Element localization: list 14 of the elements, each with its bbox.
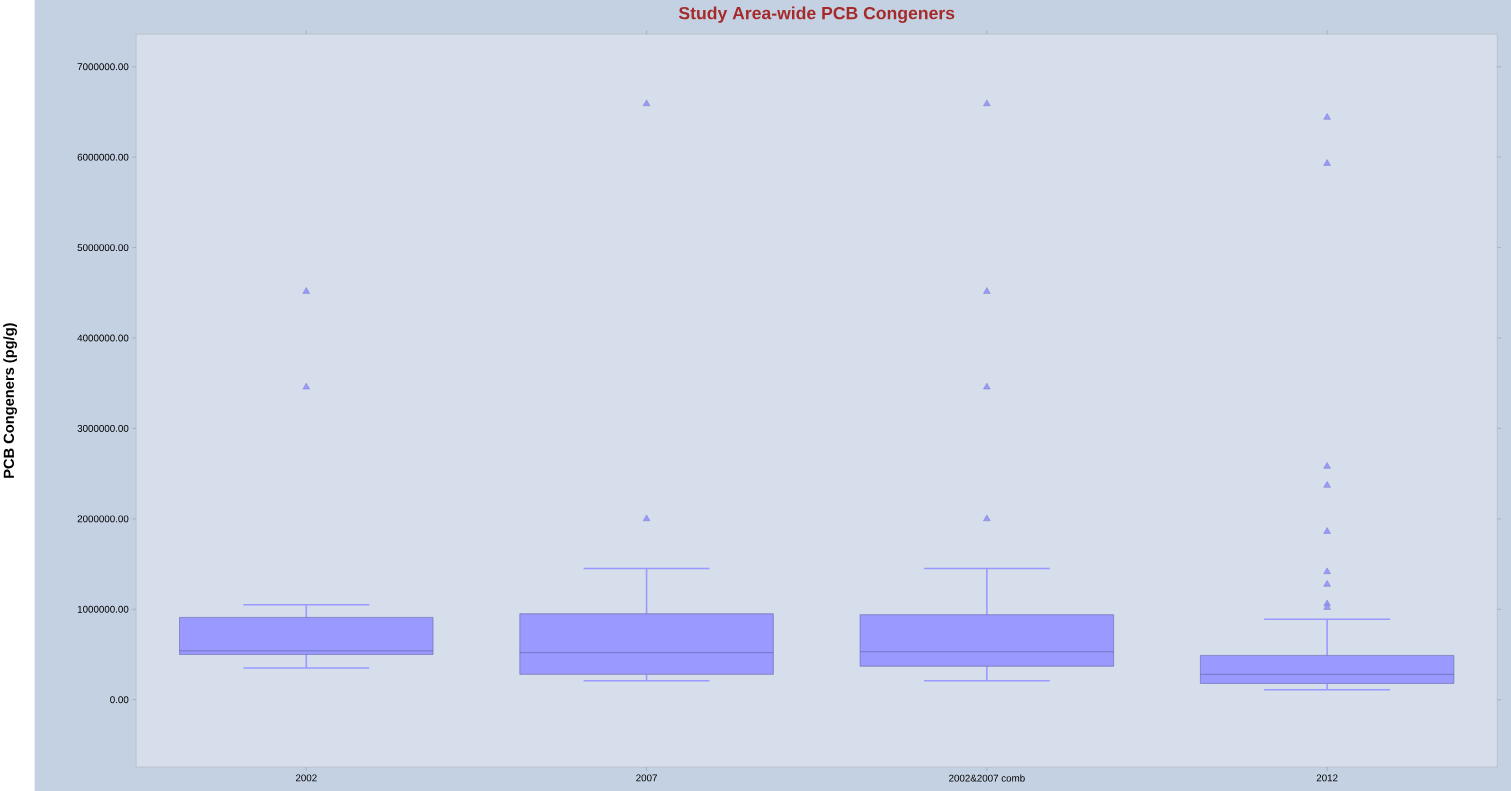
y-tick-label: 7000000.00: [77, 63, 129, 70]
y-tick-label: 0.00: [110, 696, 129, 703]
y-tick-label: 5000000.00: [77, 243, 129, 251]
chart-title: Study Area-wide PCB Congeners: [678, 6, 955, 23]
x-tick-label: 2007: [636, 774, 657, 782]
x-tick-label: 2012: [1316, 774, 1338, 782]
y-tick-label: 4000000.00: [77, 334, 129, 342]
y-axis-title: PCB Congeners (pg/g): [3, 322, 17, 478]
y-tick-label: 1000000.00: [77, 605, 129, 613]
x-tick-label: 2002: [295, 774, 317, 782]
x-tick-label: 2002&2007 comb: [949, 774, 1025, 782]
y-tick-label: 3000000.00: [77, 424, 129, 432]
y-tick-label: 6000000.00: [77, 153, 129, 161]
y-tick-label: 2000000.00: [77, 515, 129, 523]
